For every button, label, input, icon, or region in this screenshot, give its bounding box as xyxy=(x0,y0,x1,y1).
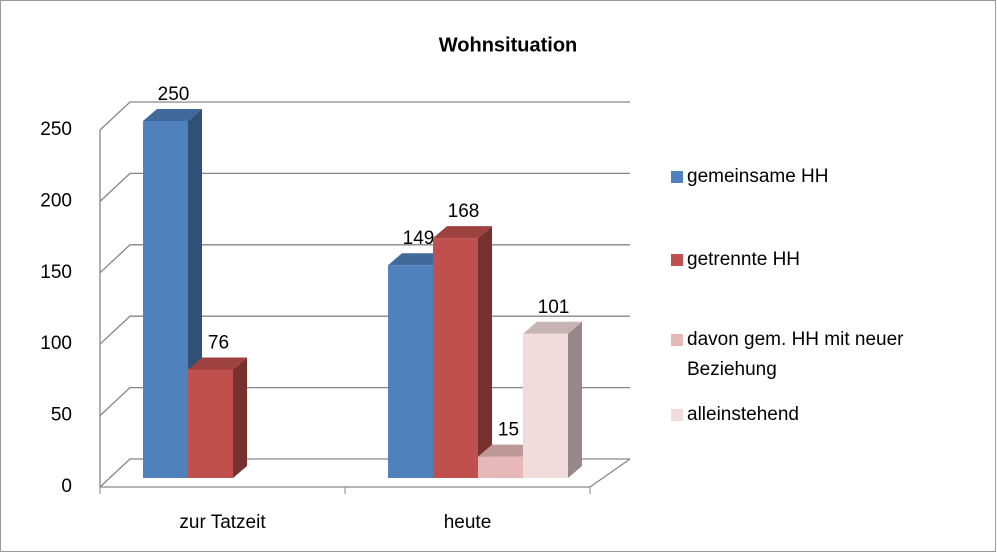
data-label: 15 xyxy=(498,420,519,441)
x-tick-label: zur Tatzeit xyxy=(179,512,266,533)
y-tick-label: 250 xyxy=(40,119,72,140)
data-label: 101 xyxy=(538,297,570,318)
bar-top xyxy=(433,226,492,239)
bar-top xyxy=(523,321,582,334)
y-tick-label: 50 xyxy=(51,405,72,426)
data-label: 76 xyxy=(208,332,229,353)
legend-label: getrennte HH xyxy=(687,249,801,270)
bar-side xyxy=(478,226,492,478)
y-tick-label: 100 xyxy=(40,333,72,354)
bar xyxy=(188,369,233,478)
legend-label: davon gem. HH mit neuer Beziehung xyxy=(687,329,904,380)
legend-label: alleinstehend xyxy=(687,404,799,425)
bar xyxy=(143,121,188,478)
legend-label: gemeinsame HH xyxy=(687,166,829,187)
bar-top xyxy=(388,253,447,266)
legend-swatch xyxy=(671,171,683,183)
y-tick-label: 200 xyxy=(40,190,72,211)
x-tick-label: heute xyxy=(444,512,492,533)
bar-side xyxy=(568,321,582,478)
bar xyxy=(433,238,478,478)
legend-entry: davon gem. HH mit neuer Beziehung xyxy=(671,325,991,385)
bar-side xyxy=(233,357,247,478)
bar-top xyxy=(143,109,202,121)
data-label: 149 xyxy=(403,228,435,249)
legend-entry: getrennte HH xyxy=(671,245,991,275)
legend-swatch xyxy=(671,334,683,346)
chart-title: Wohnsituation xyxy=(439,34,578,56)
legend-entry: gemeinsame HH xyxy=(671,162,991,192)
grid-line xyxy=(99,101,630,131)
data-label: 168 xyxy=(448,201,480,222)
bar-top xyxy=(188,357,247,370)
y-tick-label: 0 xyxy=(61,476,72,497)
bar xyxy=(478,456,523,478)
legend-entry: alleinstehend xyxy=(671,400,991,430)
bar-top xyxy=(478,444,537,457)
legend-swatch xyxy=(671,409,683,421)
bar xyxy=(388,265,433,478)
grid-line xyxy=(99,172,630,202)
legend-swatch xyxy=(671,254,683,266)
data-label: 250 xyxy=(158,84,190,105)
bar xyxy=(523,333,568,478)
y-tick-label: 150 xyxy=(40,262,72,283)
